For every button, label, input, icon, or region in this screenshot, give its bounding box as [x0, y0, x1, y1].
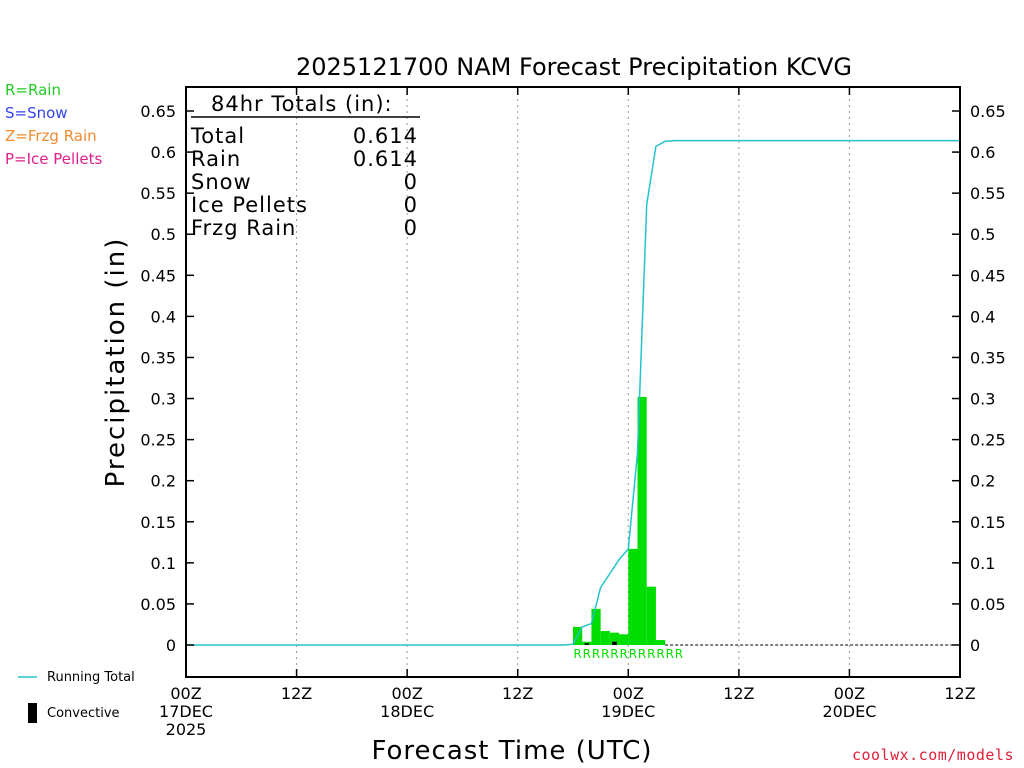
ptype-mark: R: [647, 647, 655, 661]
y-tick-label-right: 0.3: [970, 390, 995, 409]
y-axis-label: Precipitation (in): [101, 237, 131, 488]
rain-bar: [591, 608, 601, 645]
x-tick-label: 12Z: [944, 684, 975, 703]
y-tick-label-left: 0.3: [151, 390, 176, 409]
x-tick-label: 12Z: [502, 684, 533, 703]
y-tick-label-left: 0.35: [140, 348, 176, 367]
y-tick-label-left: 0.2: [151, 472, 176, 491]
y-tick-label-left: 0: [166, 636, 176, 655]
totals-row-label: Snow: [191, 170, 252, 194]
rain-bar: [600, 631, 610, 645]
legend-frzg-rain: Z=Frzg Rain: [5, 127, 97, 145]
x-tick-label: 12Z: [723, 684, 754, 703]
rain-bar: [646, 586, 656, 645]
y-tick-label-right: 0.05: [970, 595, 1006, 614]
x-tick-label: 00Z: [834, 684, 865, 703]
y-tick-label-right: 0.35: [970, 348, 1006, 367]
ptype-mark: R: [629, 647, 637, 661]
legend-rain: R=Rain: [5, 81, 61, 99]
totals-row-value: 0: [404, 216, 418, 240]
x-tick-label: 19DEC: [601, 702, 655, 721]
totals-row-label: Total: [190, 124, 245, 148]
ptype-mark: R: [583, 647, 591, 661]
rain-bar: [628, 548, 638, 645]
x-tick-label: 12Z: [281, 684, 312, 703]
rain-bar: [655, 640, 666, 645]
y-tick-label-left: 0.45: [140, 266, 176, 285]
totals-row-value: 0.614: [353, 124, 418, 148]
totals-row-label: Ice Pellets: [191, 193, 308, 217]
running-total-legend-label: Running Total: [47, 670, 135, 685]
rain-bar: [609, 632, 620, 645]
ptype-mark: R: [656, 647, 664, 661]
rain-bar: [619, 634, 629, 645]
rain-bars: [573, 396, 666, 645]
y-tick-label-left: 0.25: [140, 431, 176, 450]
y-tick-label-left: 0.05: [140, 595, 176, 614]
ptype-mark: R: [620, 647, 628, 661]
ptype-mark: R: [610, 647, 618, 661]
ptype-mark: R: [601, 647, 609, 661]
x-axis-label: Forecast Time (UTC): [371, 736, 652, 766]
y-tick-label-left: 0.5: [151, 225, 176, 244]
ptype-mark: R: [666, 647, 674, 661]
y-tick-label-right: 0.65: [970, 102, 1006, 121]
y-tick-label-left: 0.15: [140, 513, 176, 532]
legend-snow: S=Snow: [5, 104, 68, 122]
y-tick-label-right: 0.55: [970, 184, 1006, 203]
totals-box: 84hr Totals (in): Total 0.614 Rain 0.614 Sno…: [190, 92, 420, 240]
x-tick-label: 00Z: [613, 684, 644, 703]
totals-row-value: 0: [404, 193, 418, 217]
y-tick-label-right: 0.6: [970, 143, 995, 162]
y-tick-label-right: 0.4: [970, 307, 995, 326]
totals-rows: Total 0.614 Rain 0.614 Snow 0 Ice Pellets 0 Frzg…: [190, 124, 418, 240]
convective-legend-icon: [28, 703, 37, 723]
y-tick-label-left: 0.55: [140, 184, 176, 203]
running-total-series: [186, 139, 960, 646]
x-tick-label: 00Z: [170, 684, 201, 703]
y-tick-label-right: 0.1: [970, 554, 995, 573]
rain-bar: [637, 396, 647, 645]
ptype-mark: R: [592, 647, 600, 661]
y-tick-label-right: 0.25: [970, 431, 1006, 450]
grid-lines: [296, 87, 850, 677]
totals-row-value: 0.614: [353, 147, 418, 171]
convective-bar: [584, 643, 590, 645]
x-tick-label: 20DEC: [822, 702, 876, 721]
x-tick-label: 00Z: [391, 684, 422, 703]
running-total-line: [186, 139, 960, 646]
x-tick-label: 2025: [166, 720, 207, 739]
y-tick-label-right: 0: [970, 636, 980, 655]
chart-title: 2025121700 NAM Forecast Precipitation KC…: [296, 53, 852, 81]
credit-text: coolwx.com/models: [851, 746, 1014, 764]
ptype-mark: R: [638, 647, 646, 661]
plot-frame: [185, 86, 961, 678]
convective-legend-label: Convective: [47, 706, 120, 721]
convective-bars: [584, 641, 617, 645]
totals-row-label: Frzg Rain: [191, 216, 296, 240]
totals-row-value: 0: [404, 170, 418, 194]
y-tick-label-right: 0.15: [970, 513, 1006, 532]
legend-ice-pellets: P=Ice Pellets: [5, 150, 103, 168]
y-tick-label-left: 0.65: [140, 102, 176, 121]
y-tick-label-left: 0.1: [151, 554, 176, 573]
ptype-mark: R: [573, 647, 581, 661]
footer-legend: [18, 676, 37, 723]
y-tick-label-right: 0.45: [970, 266, 1006, 285]
x-tick-label: 18DEC: [380, 702, 434, 721]
totals-header: 84hr Totals (in):: [211, 92, 393, 116]
convective-bar: [612, 641, 617, 645]
y-tick-label-left: 0.6: [151, 143, 176, 162]
totals-row-label: Rain: [191, 147, 241, 171]
y-tick-label-left: 0.4: [151, 307, 176, 326]
ptype-mark: R: [675, 647, 683, 661]
x-tick-label: 17DEC: [159, 702, 213, 721]
y-axis-ticks: 0 00.05 0.050.1 0.10.15 0.150.2 0.20.25 0.250.…: [140, 102, 1005, 655]
y-tick-label-right: 0.5: [970, 225, 995, 244]
y-tick-label-right: 0.2: [970, 472, 995, 491]
